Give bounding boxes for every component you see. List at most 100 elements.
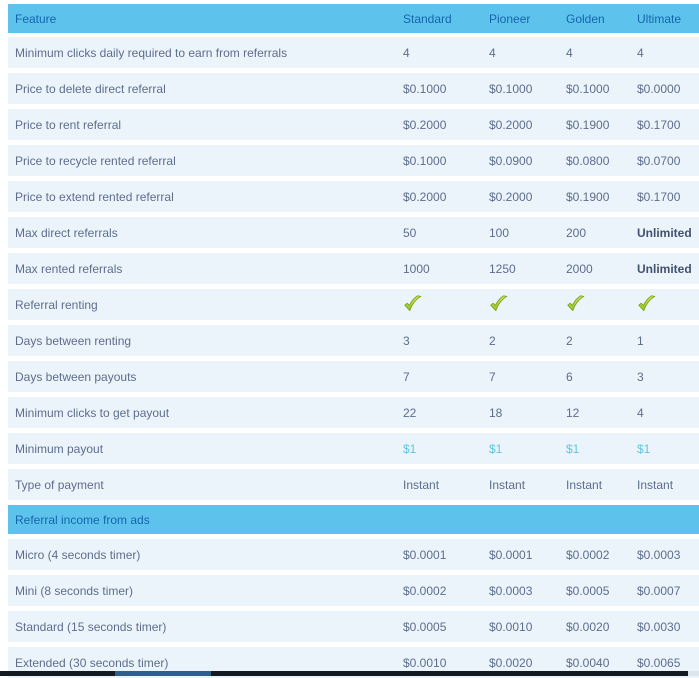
value-cell [566,294,637,315]
table-row: Max rented referrals 1000 1250 2000 Unlimite… [8,253,699,284]
value-cell: $0.0001 [403,547,447,562]
feature-label: Price to delete direct referral [15,81,166,96]
section-header-label: Referral income from ads [15,512,150,527]
value-cell: $0.2000 [489,189,533,204]
value-cell: 7 [489,369,496,384]
value-cell: Unlimited [637,261,692,276]
value-cell: $0.0003 [637,547,681,562]
value-cell: $0.0030 [637,619,681,634]
table-row: Price to recycle rented referral $0.1000 $… [8,145,699,176]
feature-label: Extended (30 seconds timer) [15,655,169,670]
value-cell: 18 [489,405,503,420]
value-cell: $1 [566,441,580,456]
table-row: Price to extend rented referral $0.2000 $0… [8,181,699,212]
feature-label: Price to rent referral [15,117,122,132]
value-cell: $0.0040 [566,655,610,670]
value-cell: $0.1900 [566,189,610,204]
value-cell: 2 [566,333,573,348]
value-cell: $0.0000 [637,81,681,96]
value-cell: $1 [403,441,417,456]
table-row: Referral renting [8,289,699,320]
feature-label: Max direct referrals [15,225,118,240]
feature-label: Max rented referrals [15,261,123,276]
column-header-ultimate: Ultimate [637,11,682,26]
value-cell: $0.0010 [403,655,447,670]
scrollbar-end-cap [688,671,699,676]
table-row: Type of payment Instant Instant Instant Inst… [8,469,699,500]
value-cell: 2000 [566,261,593,276]
value-cell: $0.0900 [489,153,533,168]
check-icon [489,294,508,312]
value-cell: 50 [403,225,417,240]
value-cell: 4 [489,45,496,60]
check-icon [637,294,656,312]
value-cell: 6 [566,369,573,384]
value-cell: $0.2000 [489,117,533,132]
value-cell: $0.0007 [637,583,681,598]
value-cell: $0.0002 [566,547,610,562]
value-cell: $0.1000 [403,81,447,96]
table-row: Max direct referrals 50 100 200 Unlimited [8,217,699,248]
feature-label: Mini (8 seconds timer) [15,583,134,598]
value-cell: 3 [403,333,410,348]
value-cell: $0.0002 [403,583,447,598]
value-cell: 7 [403,369,410,384]
feature-label: Price to recycle rented referral [15,153,176,168]
value-cell: $0.0005 [403,619,447,634]
value-cell: Instant [489,477,526,492]
value-cell: 4 [566,45,573,60]
table-row: Minimum payout $1 $1 $1 $1 [8,433,699,464]
value-cell: 100 [489,225,510,240]
value-cell: 1000 [403,261,430,276]
value-cell: $0.0001 [489,547,533,562]
feature-label: Standard (15 seconds timer) [15,619,167,634]
value-cell: 22 [403,405,417,420]
value-cell: $0.0065 [637,655,681,670]
feature-label: Minimum clicks daily required to earn fr… [15,45,288,60]
value-cell: $0.0010 [489,619,533,634]
feature-label: Minimum payout [15,441,104,456]
value-cell: 4 [637,405,644,420]
column-header-golden: Golden [566,11,605,26]
value-cell: 12 [566,405,580,420]
value-cell: $0.0003 [489,583,533,598]
value-cell: $0.1000 [403,153,447,168]
value-cell: $0.1900 [566,117,610,132]
value-cell: $0.1700 [637,117,681,132]
column-header-pioneer: Pioneer [489,11,531,26]
horizontal-scrollbar[interactable] [0,671,699,676]
value-cell: $0.0800 [566,153,610,168]
check-icon [566,294,585,312]
value-cell: 3 [637,369,644,384]
value-cell: $1 [637,441,651,456]
feature-label: Referral renting [15,297,98,312]
value-cell: $0.1000 [566,81,610,96]
table-row: Price to delete direct referral $0.1000 $0… [8,73,699,104]
value-cell: $0.2000 [403,189,447,204]
feature-label: Type of payment [15,477,104,492]
value-cell: $0.1700 [637,189,681,204]
scrollbar-thumb[interactable] [115,671,211,676]
table-row: Mini (8 seconds timer) $0.0002 $0.0003 $0.0… [8,575,699,606]
value-cell: 200 [566,225,587,240]
value-cell: Instant [637,477,674,492]
value-cell: Instant [403,477,440,492]
feature-label: Days between payouts [15,369,137,384]
value-cell: Unlimited [637,225,692,240]
section-header-row: Referral income from ads [8,505,699,534]
value-cell: Instant [566,477,603,492]
table-row: Standard (15 seconds timer) $0.0005 $0.001… [8,611,699,642]
value-cell: 1 [637,333,644,348]
value-cell: $0.2000 [403,117,447,132]
value-cell: $1 [489,441,503,456]
value-cell: $0.0020 [566,619,610,634]
value-cell: 2 [489,333,496,348]
feature-label: Micro (4 seconds timer) [15,547,141,562]
value-cell [403,294,489,315]
value-cell: $0.0005 [566,583,610,598]
table-row: Days between payouts 7 7 6 3 [8,361,699,392]
table-row: Micro (4 seconds timer) $0.0001 $0.0001 $0.… [8,539,699,570]
value-cell [637,294,699,315]
feature-label: Days between renting [15,333,132,348]
